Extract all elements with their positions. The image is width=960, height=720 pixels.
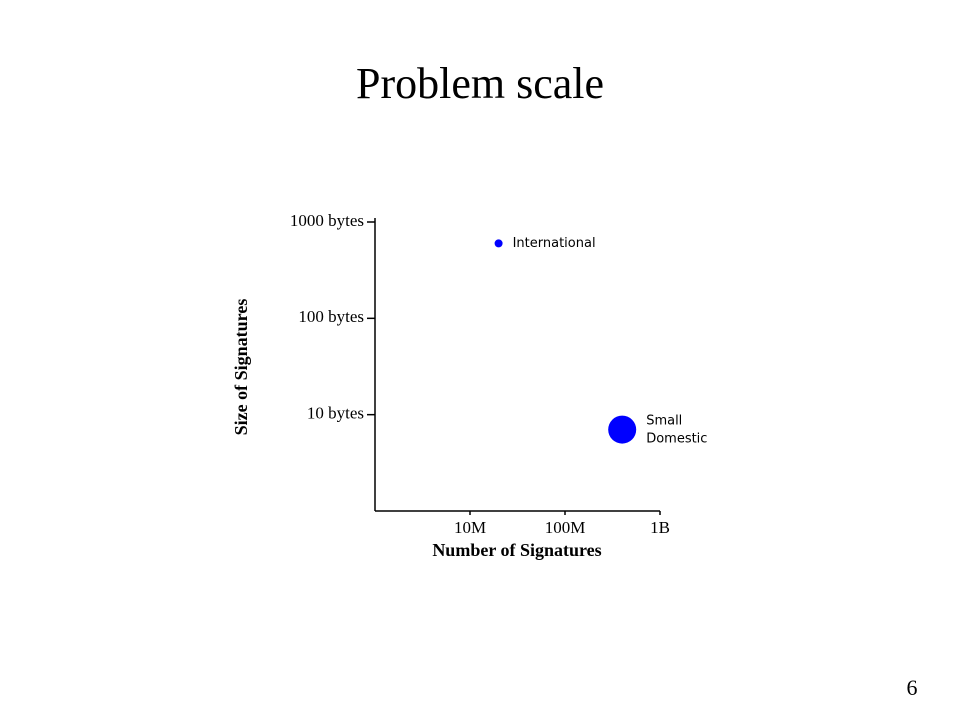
point (608, 415, 637, 444)
x-tick-label: 1B (650, 518, 670, 537)
point (494, 239, 503, 248)
page-number: 6 (907, 675, 918, 700)
y-axis-label: Size of Signatures (231, 299, 251, 436)
point-label: International (513, 236, 596, 251)
point-label-line: Domestic (646, 431, 707, 446)
y-tick-label: 100 bytes (298, 307, 364, 326)
slide-title: Problem scale (356, 59, 604, 108)
x-axis-label: Number of Signatures (432, 540, 601, 560)
point-label: Small Domestic (646, 413, 707, 446)
point-label-line: Small (646, 413, 682, 428)
x-tick-label: 100M (545, 518, 586, 537)
x-tick-label: 10M (454, 518, 486, 537)
y-tick-label: 10 bytes (307, 404, 364, 423)
y-tick-label: 1000 bytes (290, 211, 364, 230)
